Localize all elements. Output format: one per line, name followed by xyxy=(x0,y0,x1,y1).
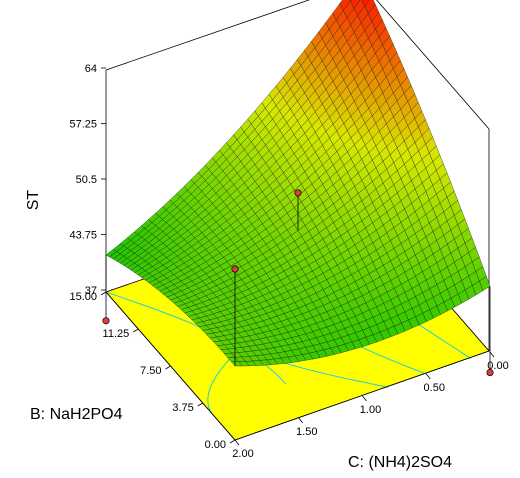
b-tick-mark xyxy=(197,402,203,407)
c-tick-label: 1.00 xyxy=(360,404,381,416)
b-tick-label: 3.75 xyxy=(172,402,193,414)
b-tick-label: 0.00 xyxy=(205,439,226,451)
c-tick-mark xyxy=(425,373,431,380)
c-tick-mark xyxy=(298,417,304,424)
c-tick-mark xyxy=(362,395,367,402)
b-tick-mark xyxy=(100,291,107,296)
response-surface xyxy=(105,0,491,367)
b-tick-label: 15.00 xyxy=(69,291,97,303)
z-tick-label: 37 xyxy=(85,285,97,297)
z-tick-label: 50.5 xyxy=(76,174,97,186)
z-tick-label: 64 xyxy=(85,63,97,75)
design-point xyxy=(231,265,239,273)
c-tick-label: 0.00 xyxy=(487,360,508,372)
b-axis-title: B: NaH2PO4 xyxy=(30,406,123,423)
z-tick-label: 57.25 xyxy=(69,119,97,131)
c-tick-mark xyxy=(234,439,240,446)
z-axis-title: ST xyxy=(25,190,42,211)
design-point xyxy=(486,369,494,377)
c-axis-title: C: (NH4)2SO4 xyxy=(348,454,452,471)
b-tick-label: 11.25 xyxy=(103,328,130,340)
frame-top-edge xyxy=(105,0,490,130)
c-tick-mark xyxy=(489,351,495,358)
surface-cell xyxy=(231,361,243,367)
b-tick-label: 7.50 xyxy=(140,365,161,377)
b-tick-mark xyxy=(229,439,236,444)
design-point xyxy=(294,189,302,197)
design-points xyxy=(102,189,494,377)
c-tick-label: 1.50 xyxy=(296,426,317,438)
b-tick-mark xyxy=(165,365,171,370)
z-tick-label: 43.75 xyxy=(69,230,97,242)
design-point xyxy=(102,317,110,325)
b-tick-mark xyxy=(133,328,139,333)
c-tick-label: 2.00 xyxy=(232,448,253,460)
c-tick-label: 0.50 xyxy=(424,382,445,394)
